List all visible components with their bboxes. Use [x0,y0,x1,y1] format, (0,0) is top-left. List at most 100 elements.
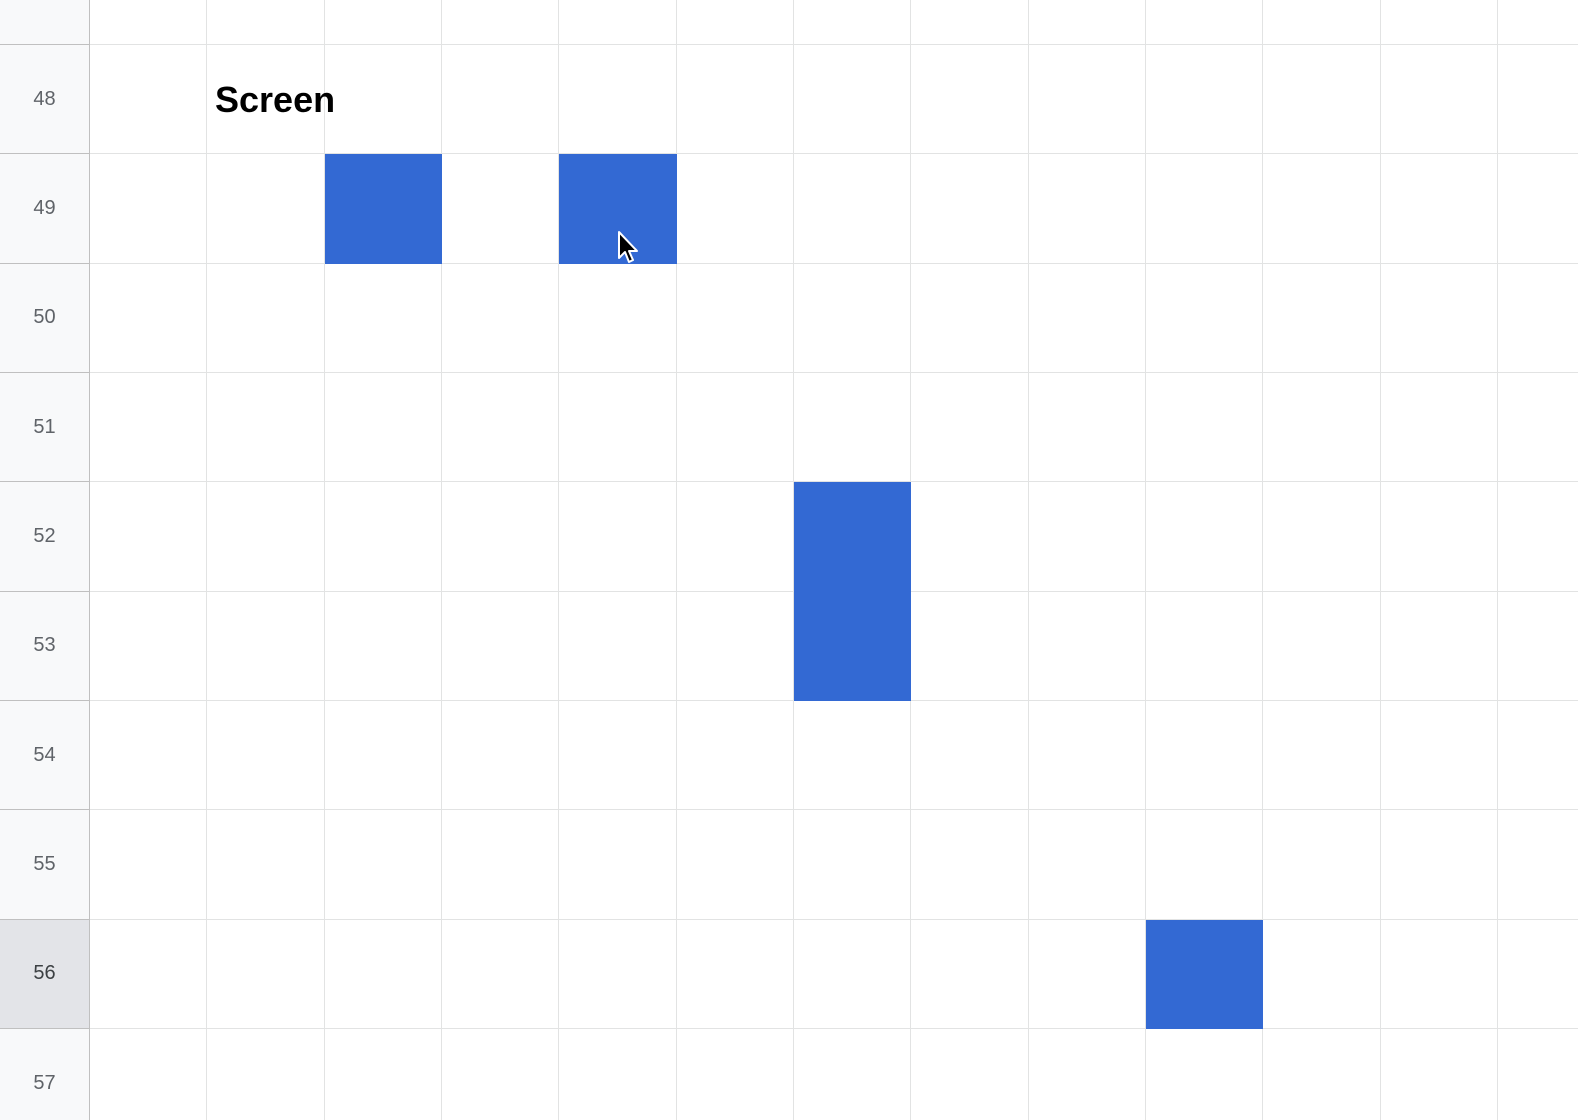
grid-cell[interactable] [90,591,208,701]
grid-cell[interactable] [911,482,1029,592]
grid-cell[interactable] [676,45,794,155]
filled-cell[interactable] [793,482,912,592]
grid-cell[interactable] [324,700,442,811]
grid-cell[interactable] [1028,0,1146,45]
grid-cell[interactable] [559,372,677,483]
grid-cell[interactable] [441,919,560,1029]
grid-cell[interactable] [1497,810,1578,920]
grid-cell[interactable] [1263,700,1381,811]
grid-cell[interactable] [90,154,208,264]
grid-cell[interactable] [676,154,794,264]
grid-cell[interactable] [793,919,912,1029]
grid-cell[interactable] [1145,700,1264,811]
grid-cell[interactable] [207,372,325,483]
grid-cell[interactable] [1380,0,1498,45]
grid-cell[interactable] [1380,263,1498,373]
grid-cell[interactable] [207,0,325,45]
grid-cell[interactable] [324,482,442,592]
grid-cell[interactable] [1263,372,1381,483]
grid-cell[interactable] [1028,154,1146,264]
grid-cell[interactable] [441,482,560,592]
grid-cell[interactable] [324,591,442,701]
grid-cell[interactable] [1497,591,1578,701]
grid-cell[interactable] [207,1028,325,1120]
grid-cell[interactable] [676,700,794,811]
grid-cell[interactable] [793,1028,912,1120]
grid-cell[interactable] [793,263,912,373]
grid-cell[interactable] [1263,919,1381,1029]
grid-cell[interactable] [793,0,912,45]
grid-cell[interactable] [559,591,677,701]
grid-cell[interactable] [324,810,442,920]
row-header[interactable] [0,0,90,45]
grid-cell[interactable] [676,591,794,701]
grid-cell[interactable] [1497,0,1578,45]
filled-cell[interactable] [793,591,912,701]
row-header[interactable]: 54 [0,700,90,811]
grid-cell[interactable] [559,700,677,811]
grid-cell[interactable] [676,810,794,920]
grid-cell[interactable] [1263,154,1381,264]
grid-cell[interactable] [1028,700,1146,811]
grid-cell[interactable] [1497,45,1578,155]
grid-cell[interactable] [676,919,794,1029]
grid-cell[interactable] [559,919,677,1029]
grid-cell[interactable] [1380,700,1498,811]
grid-cell[interactable] [1145,45,1264,155]
grid-cell[interactable] [559,0,677,45]
grid-cell[interactable] [911,372,1029,483]
grid-cell[interactable] [1497,482,1578,592]
grid-cell[interactable] [1145,154,1264,264]
grid-cell[interactable] [90,482,208,592]
filled-cell[interactable] [559,154,677,264]
grid-cell[interactable] [911,591,1029,701]
grid-cell[interactable] [676,482,794,592]
grid-cell[interactable] [559,263,677,373]
row-header[interactable]: 55 [0,810,90,920]
grid-cell[interactable] [1263,482,1381,592]
row-header[interactable]: 51 [0,372,90,483]
grid-cell[interactable] [441,591,560,701]
grid-cell[interactable] [441,810,560,920]
grid-cell[interactable] [793,45,912,155]
grid-cell[interactable] [676,263,794,373]
grid-cell[interactable] [1028,482,1146,592]
grid-cell[interactable] [1380,919,1498,1029]
grid-cell[interactable] [1497,919,1578,1029]
grid-cell[interactable] [1263,810,1381,920]
grid-cell[interactable] [1145,591,1264,701]
grid-cell[interactable] [1380,372,1498,483]
grid-cell[interactable] [324,1028,442,1120]
grid-cell[interactable] [441,0,560,45]
grid-cell[interactable] [1497,372,1578,483]
grid-cell[interactable] [207,482,325,592]
filled-cell[interactable] [1145,919,1264,1029]
grid-cell[interactable] [207,810,325,920]
grid-cell[interactable] [207,154,325,264]
grid-cell[interactable] [324,372,442,483]
grid-cell[interactable] [1145,482,1264,592]
row-header[interactable]: 52 [0,482,90,592]
row-header[interactable]: 48 [0,45,90,155]
grid-cell[interactable] [207,591,325,701]
grid-cell[interactable] [1380,1028,1498,1120]
grid-cell[interactable] [441,154,560,264]
row-header[interactable]: 49 [0,154,90,264]
grid-cell[interactable] [676,1028,794,1120]
grid-cell[interactable] [1497,700,1578,811]
grid-cell[interactable] [1263,0,1381,45]
grid-cell[interactable] [911,0,1029,45]
grid-cell[interactable] [90,263,208,373]
grid-cell[interactable] [1263,591,1381,701]
grid-cell[interactable] [1263,1028,1381,1120]
grid-cell[interactable] [676,372,794,483]
grid-cell[interactable] [90,810,208,920]
row-header[interactable]: 57 [0,1028,90,1120]
grid-cell[interactable] [1145,263,1264,373]
grid-cell[interactable] [324,919,442,1029]
grid-cell[interactable] [90,0,208,45]
grid-cell[interactable] [911,1028,1029,1120]
grid-cell[interactable] [1145,1028,1264,1120]
row-header[interactable]: 56 [0,919,90,1029]
grid-cell[interactable] [911,919,1029,1029]
